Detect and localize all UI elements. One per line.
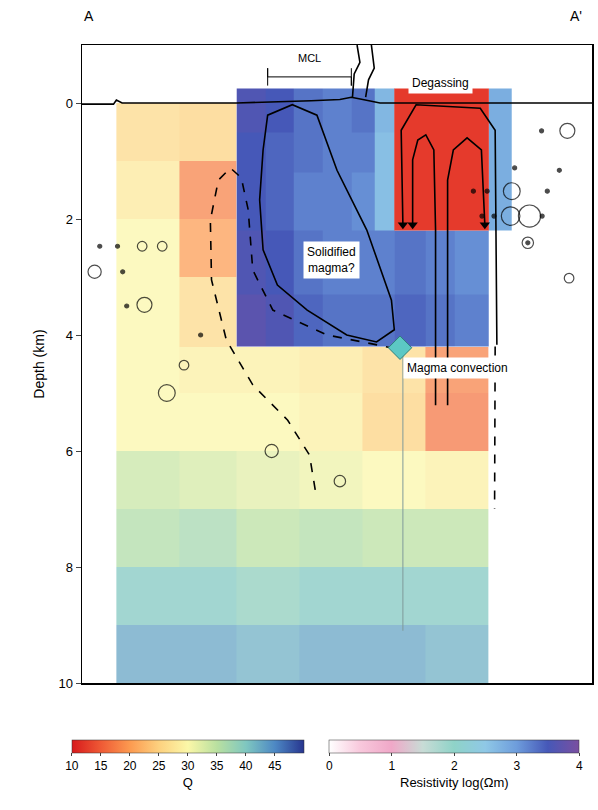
svg-text:8: 8 [66, 560, 73, 575]
svg-text:2: 2 [451, 759, 458, 773]
svg-text:3: 3 [514, 759, 521, 773]
svg-text:2: 2 [66, 212, 73, 227]
svg-text:A': A' [570, 8, 582, 24]
svg-text:Depth (km): Depth (km) [31, 329, 47, 398]
svg-text:0: 0 [66, 96, 73, 111]
svg-text:MCL: MCL [298, 52, 321, 64]
svg-text:4: 4 [576, 759, 583, 773]
svg-text:25: 25 [152, 759, 166, 773]
svg-text:30: 30 [181, 759, 195, 773]
svg-text:35: 35 [210, 759, 224, 773]
svg-text:40: 40 [239, 759, 253, 773]
svg-text:15: 15 [94, 759, 108, 773]
svg-text:Magma convection: Magma convection [407, 361, 508, 375]
svg-text:Resistivity log(Ωm): Resistivity log(Ωm) [400, 775, 509, 790]
svg-text:0: 0 [326, 759, 333, 773]
svg-text:4: 4 [66, 328, 73, 343]
svg-text:Q: Q [183, 775, 193, 790]
svg-text:10: 10 [58, 676, 72, 691]
svg-text:10: 10 [65, 759, 79, 773]
svg-text:A: A [84, 8, 94, 24]
svg-text:6: 6 [66, 444, 73, 459]
svg-text:20: 20 [123, 759, 137, 773]
svg-text:45: 45 [268, 759, 282, 773]
svg-text:Solidifiedmagma?: Solidifiedmagma? [307, 245, 356, 275]
svg-text:Degassing: Degassing [412, 76, 469, 90]
svg-text:1: 1 [389, 759, 396, 773]
